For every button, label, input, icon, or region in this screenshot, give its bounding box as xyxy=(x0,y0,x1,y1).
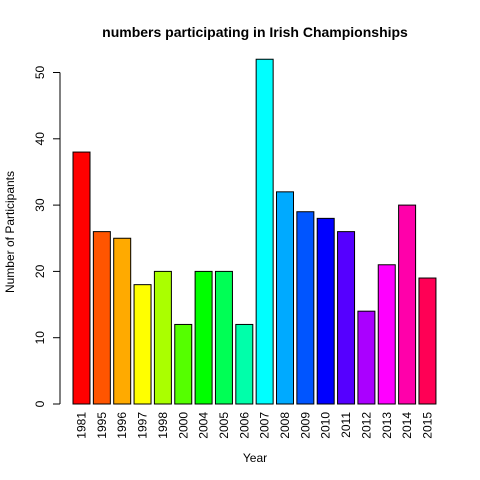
y-tick-label: 10 xyxy=(33,331,47,345)
x-tick-label: 2010 xyxy=(319,412,333,439)
y-tick-label: 20 xyxy=(33,264,47,278)
x-tick-label: 2012 xyxy=(359,412,373,439)
bar-1981 xyxy=(72,151,91,405)
bar-1995 xyxy=(92,231,111,405)
x-axis-label: Year xyxy=(243,451,267,465)
y-axis: 0 10 20 30 40 50 xyxy=(33,66,61,407)
bar-2010 xyxy=(316,217,335,405)
y-tick-label: 50 xyxy=(33,66,47,80)
x-tick-label: 2005 xyxy=(217,412,231,439)
bar-2013 xyxy=(377,264,396,405)
bar-2006 xyxy=(235,323,254,405)
x-tick-label: 1998 xyxy=(156,412,170,439)
bar-2014 xyxy=(398,204,417,405)
bar-2015 xyxy=(418,277,437,405)
bar-2000 xyxy=(174,323,193,405)
bar-2007 xyxy=(255,58,274,405)
bar-2009 xyxy=(296,211,315,405)
chart-title: numbers participating in Irish Champions… xyxy=(102,24,408,40)
x-tick-label: 2000 xyxy=(176,412,190,439)
x-axis-tick-labels: 1981 1995 1996 1997 1998 2000 2004 2005 2006 2007… xyxy=(75,412,435,439)
y-tick-label: 0 xyxy=(33,400,47,407)
bars-group xyxy=(72,58,437,405)
x-tick-label: 2004 xyxy=(197,412,211,439)
x-tick-label: 1996 xyxy=(115,412,129,439)
x-tick-label: 1995 xyxy=(95,412,109,439)
bar-2004 xyxy=(194,270,213,405)
x-tick-label: 2008 xyxy=(278,412,292,439)
bar-2012 xyxy=(357,310,376,405)
bar-2005 xyxy=(214,270,233,405)
x-tick-label: 2014 xyxy=(400,412,414,439)
y-tick-label: 40 xyxy=(33,132,47,146)
y-tick-label: 30 xyxy=(33,198,47,212)
x-tick-label: 1981 xyxy=(75,412,89,439)
bar-1997 xyxy=(133,284,152,405)
x-tick-label: 1997 xyxy=(136,412,150,439)
bar-2008 xyxy=(276,191,294,405)
x-tick-label: 2007 xyxy=(258,412,272,439)
x-tick-label: 2011 xyxy=(339,412,353,438)
x-tick-label: 2015 xyxy=(420,412,434,439)
y-axis-label: Number of Participants xyxy=(3,171,17,293)
x-tick-label: 2006 xyxy=(237,412,251,439)
bar-1996 xyxy=(113,237,132,405)
x-tick-label: 2009 xyxy=(298,412,312,439)
x-tick-label: 2013 xyxy=(380,412,394,439)
bar-1998 xyxy=(153,270,172,405)
bar-2011 xyxy=(337,231,356,405)
